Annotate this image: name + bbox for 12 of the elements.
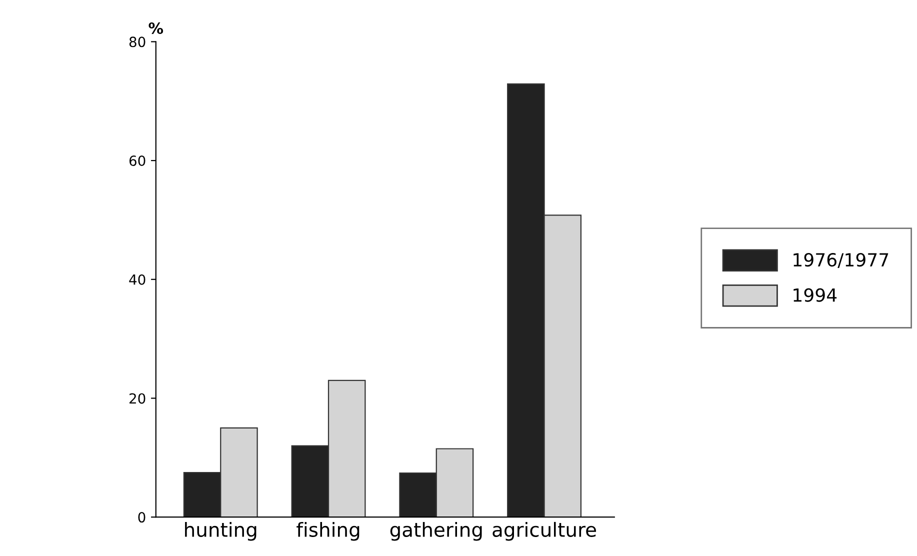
- x-tick-label: fishing: [296, 522, 360, 541]
- y-tick-label: 40: [129, 274, 146, 285]
- y-tick-label: 0: [138, 512, 146, 523]
- legend-label: 1976/1977: [794, 252, 888, 268]
- legend-label: 1994: [794, 288, 837, 302]
- x-tick-label: gathering: [390, 522, 482, 541]
- y-tick-label: 20: [130, 393, 146, 404]
- x-tick-label: hunting: [185, 522, 256, 541]
- y-tick-label: 80: [129, 36, 146, 48]
- y-tick-label: 60: [129, 156, 146, 166]
- y-axis-title: %: [148, 22, 164, 34]
- x-tick-label: agriculture: [492, 522, 596, 541]
